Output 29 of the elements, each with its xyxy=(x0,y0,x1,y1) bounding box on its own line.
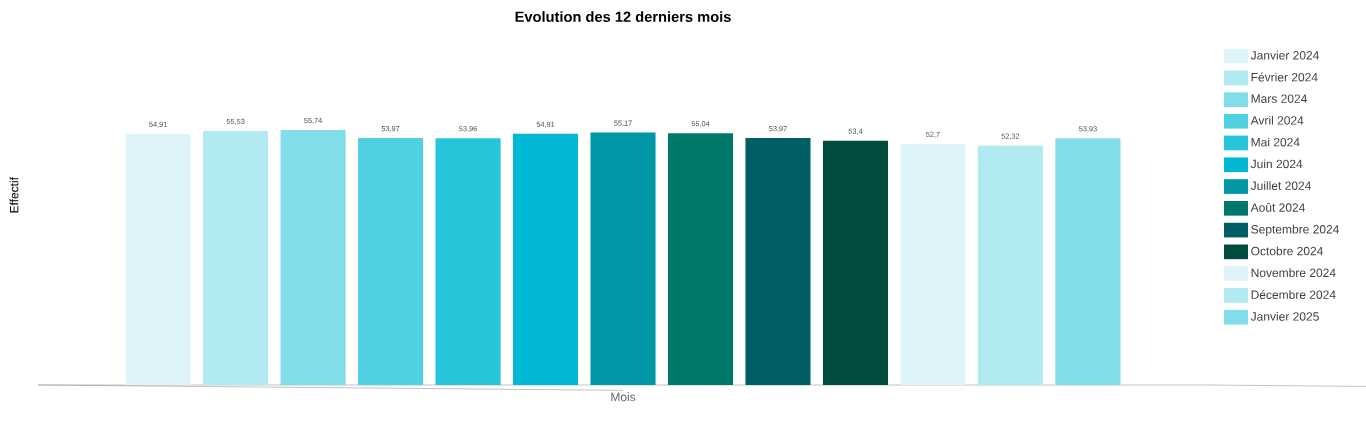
legend-label: Février 2024 xyxy=(1251,72,1318,82)
legend-label: Avril 2024 xyxy=(1250,115,1304,125)
legend-label: Juin 2024 xyxy=(1250,159,1303,169)
bar xyxy=(667,133,734,385)
bar xyxy=(590,132,656,385)
legend-label: Octobre 2024 xyxy=(1251,246,1323,256)
bar xyxy=(822,140,889,385)
legend-label: Janvier 2025 xyxy=(1250,311,1319,321)
legend-label: Décembre 2024 xyxy=(1251,290,1336,299)
bar xyxy=(435,138,501,385)
bar xyxy=(745,138,811,385)
bar xyxy=(125,133,191,385)
bar xyxy=(358,138,424,385)
legend-label: Septembre 2024 xyxy=(1251,224,1339,236)
bar xyxy=(203,130,269,385)
bar xyxy=(280,130,346,385)
x-axis-title: Mois xyxy=(611,392,636,402)
legend-label: Juillet 2024 xyxy=(1250,181,1311,190)
legend-label: Janvier 2024 xyxy=(1250,50,1319,60)
legend-label: Août 2024 xyxy=(1250,202,1305,212)
legend-label: Mars 2024 xyxy=(1251,94,1307,103)
bar xyxy=(512,133,579,385)
legend-label: Mai 2024 xyxy=(1251,137,1300,147)
bar xyxy=(977,145,1043,385)
bar xyxy=(900,143,966,385)
y-axis-title: Effectif xyxy=(9,177,19,213)
legend-label: Novembre 2024 xyxy=(1251,268,1336,278)
bar xyxy=(1055,138,1121,385)
chart-title: Evolution des 12 derniers mois xyxy=(515,11,731,22)
